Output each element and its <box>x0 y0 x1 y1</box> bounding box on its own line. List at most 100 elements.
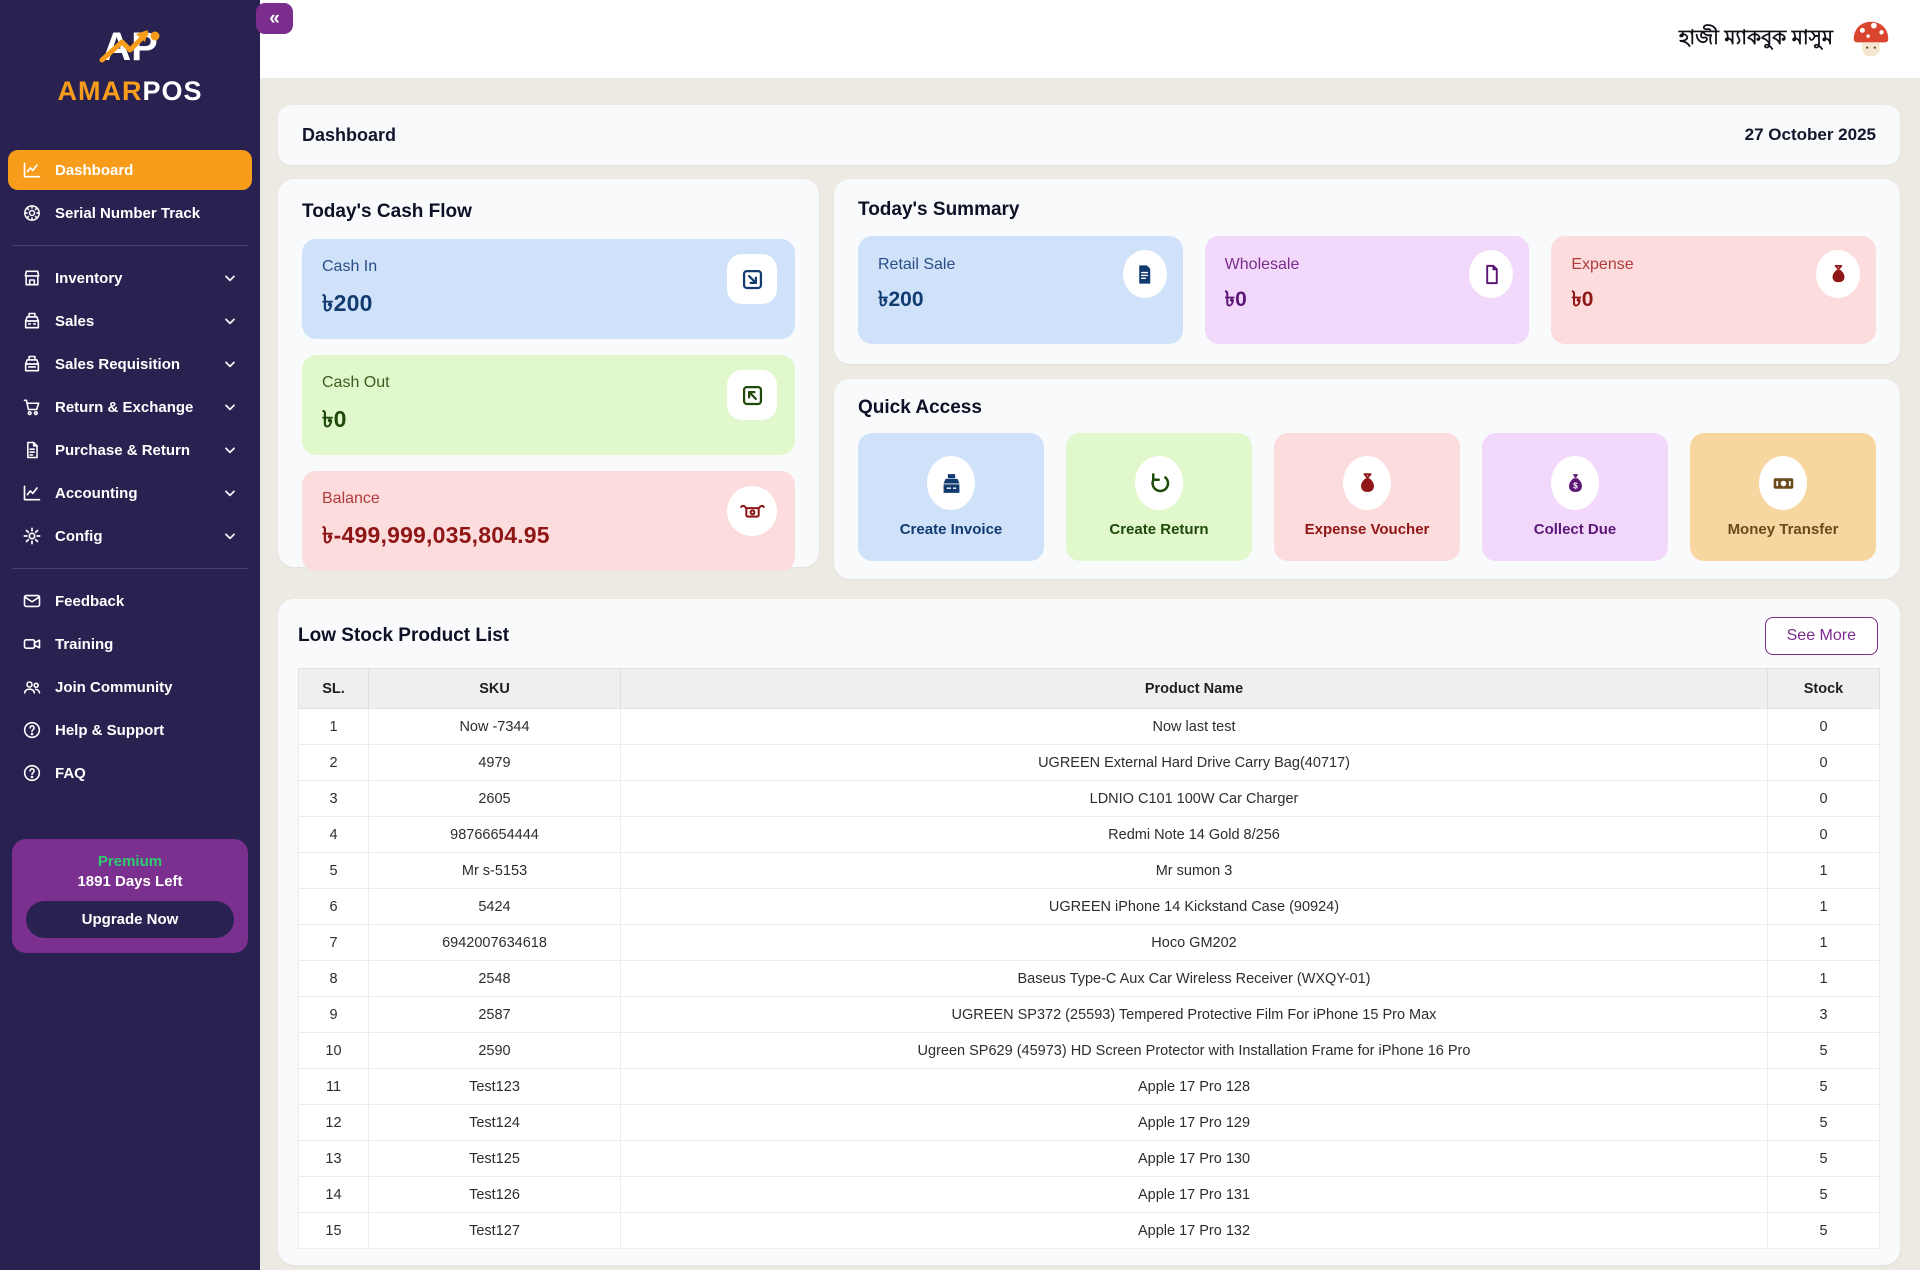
cell-sku: Test124 <box>368 1104 621 1141</box>
quick-access-tile[interactable]: Create Return <box>1066 433 1252 561</box>
cell-stock: 5 <box>1767 1104 1880 1141</box>
cell-sl: 5 <box>298 852 369 889</box>
cell-product-name: Apple 17 Pro 129 <box>620 1104 1768 1141</box>
sidebar-item-label: Join Community <box>55 678 173 696</box>
cell-sku: Test123 <box>368 1068 621 1105</box>
sidebar-item[interactable]: Dashboard <box>8 150 252 190</box>
summary-tile: Wholesale ৳0 <box>1204 236 1530 344</box>
chevron-down-icon <box>222 356 238 372</box>
cell-product-name: LDNIO C101 100W Car Charger <box>620 780 1768 817</box>
sales-requisition-icon <box>22 354 42 374</box>
tile-value: ৳200 <box>322 290 373 316</box>
low-stock-table: SL. SKU Product Name Stock 1 Now -7344 Now … <box>298 668 1880 1249</box>
sidebar-item[interactable]: Purchase & Return <box>8 430 252 470</box>
sidebar: AP AMARPOS Dashboard Serial Number Track… <box>0 0 260 1270</box>
sidebar-item[interactable]: Serial Number Track <box>8 193 252 233</box>
mushroom-avatar-icon[interactable] <box>1848 16 1894 62</box>
table-row: 10 2590 Ugreen SP629 (45973) HD Screen P… <box>298 1032 1880 1069</box>
table-header-cell: SKU <box>368 668 621 709</box>
upgrade-now-button[interactable]: Upgrade Now <box>26 901 234 938</box>
table-row: 7 6942007634618 Hoco GM202 1 <box>298 924 1880 961</box>
cell-sku: Mr s-5153 <box>368 852 621 889</box>
tile-label: Expense <box>1571 256 1634 273</box>
sidebar-item[interactable]: Return & Exchange <box>8 387 252 427</box>
table-row: 13 Test125 Apple 17 Pro 130 5 <box>298 1140 1880 1177</box>
cell-sl: 7 <box>298 924 369 961</box>
sidebar-item[interactable]: Config <box>8 516 252 556</box>
sidebar-item-label: Sales Requisition <box>55 355 181 373</box>
sidebar-item[interactable]: Accounting <box>8 473 252 513</box>
chevron-down-icon <box>222 485 238 501</box>
sidebar-item[interactable]: Training <box>8 624 252 664</box>
table-row: 8 2548 Baseus Type-C Aux Car Wireless Re… <box>298 960 1880 997</box>
table-row: 15 Test127 Apple 17 Pro 132 5 <box>298 1212 1880 1249</box>
cell-product-name: UGREEN iPhone 14 Kickstand Case (90924) <box>620 888 1768 925</box>
brand-name: AMARPOS <box>57 76 203 106</box>
sidebar-item[interactable]: Feedback <box>8 581 252 621</box>
purchase-return-icon <box>22 440 42 460</box>
quick-access-label: Collect Due <box>1533 521 1617 538</box>
cell-stock: 0 <box>1767 816 1880 853</box>
sidebar-item[interactable]: FAQ <box>8 753 252 793</box>
cell-stock: 0 <box>1767 708 1880 745</box>
cell-stock: 5 <box>1767 1212 1880 1249</box>
sidebar-item-label: Return & Exchange <box>55 398 194 416</box>
cell-sku: Test125 <box>368 1140 621 1177</box>
create-invoice-icon <box>927 456 975 510</box>
sidebar-item[interactable]: Sales Requisition <box>8 344 252 384</box>
cell-sku: 6942007634618 <box>368 924 621 961</box>
cell-sku: Now -7344 <box>368 708 621 745</box>
quick-access-tile[interactable]: Create Invoice <box>858 433 1044 561</box>
table-row: 11 Test123 Apple 17 Pro 128 5 <box>298 1068 1880 1105</box>
cell-product-name: Apple 17 Pro 131 <box>620 1176 1768 1213</box>
sidebar-item[interactable]: Join Community <box>8 667 252 707</box>
cash-flow-card: Today's Cash Flow Cash In ৳200 Cash Out <box>278 179 819 571</box>
sidebar-item[interactable]: Sales <box>8 301 252 341</box>
chevron-down-icon <box>222 313 238 329</box>
cell-product-name: Redmi Note 14 Gold 8/256 <box>620 816 1768 853</box>
table-row: 12 Test124 Apple 17 Pro 129 5 <box>298 1104 1880 1141</box>
premium-days-left: 1891 Days Left <box>77 873 183 890</box>
dashboard-icon <box>22 160 42 180</box>
cell-product-name: Now last test <box>620 708 1768 745</box>
quick-access-title: Quick Access <box>858 397 982 418</box>
cell-sku: 2548 <box>368 960 621 997</box>
premium-panel: Premium 1891 Days Left Upgrade Now <box>12 839 248 953</box>
cell-sl: 9 <box>298 996 369 1033</box>
sidebar-divider <box>12 568 248 569</box>
sidebar-item[interactable]: Inventory <box>8 258 252 298</box>
sidebar-item-label: Serial Number Track <box>55 204 201 222</box>
svg-text:$: $ <box>1573 480 1578 490</box>
cell-sku: Test126 <box>368 1176 621 1213</box>
quick-access-tile[interactable]: Money Transfer <box>1690 433 1876 561</box>
sidebar-item[interactable]: Help & Support <box>8 710 252 750</box>
sidebar-menu-support: Feedback Training Join Community Help & … <box>0 581 260 793</box>
quick-access-card: Quick Access Create Invoice Create Retur… <box>834 379 1900 579</box>
quick-access-tiles: Create Invoice Create Return Expense Vou… <box>858 433 1876 561</box>
cell-stock: 5 <box>1767 1068 1880 1105</box>
main-content: Dashboard 27 October 2025 Today's Cash F… <box>260 78 1920 1270</box>
cell-sl: 12 <box>298 1104 369 1141</box>
cell-product-name: UGREEN External Hard Drive Carry Bag(407… <box>620 744 1768 781</box>
see-more-button[interactable]: See More <box>1764 617 1878 655</box>
table-row: 6 5424 UGREEN iPhone 14 Kickstand Case (… <box>298 888 1880 925</box>
quick-access-tile[interactable]: $ Collect Due <box>1482 433 1668 561</box>
tile-label: Cash Out <box>322 374 390 391</box>
tile-label: Balance <box>322 490 380 507</box>
table-row: 1 Now -7344 Now last test 0 <box>298 708 1880 745</box>
cell-sku: 5424 <box>368 888 621 925</box>
table-row: 5 Mr s-5153 Mr sumon 3 1 <box>298 852 1880 889</box>
sidebar-menu-top: Dashboard Serial Number Track <box>0 113 260 233</box>
cell-stock: 1 <box>1767 888 1880 925</box>
summary-tile: Expense ৳0 <box>1551 236 1877 344</box>
sidebar-item-label: Sales <box>55 312 95 330</box>
cell-sl: 3 <box>298 780 369 817</box>
cell-sl: 1 <box>298 708 369 745</box>
cell-product-name: UGREEN SP372 (25593) Tempered Protective… <box>620 996 1768 1033</box>
cash-flow-tiles: Cash In ৳200 Cash Out ৳0 <box>302 239 795 571</box>
quick-access-tile[interactable]: Expense Voucher <box>1274 433 1460 561</box>
quick-access-label: Create Invoice <box>899 521 1003 538</box>
cell-stock: 1 <box>1767 924 1880 961</box>
sidebar-collapse-button[interactable]: « <box>256 3 293 34</box>
cell-stock: 1 <box>1767 852 1880 889</box>
